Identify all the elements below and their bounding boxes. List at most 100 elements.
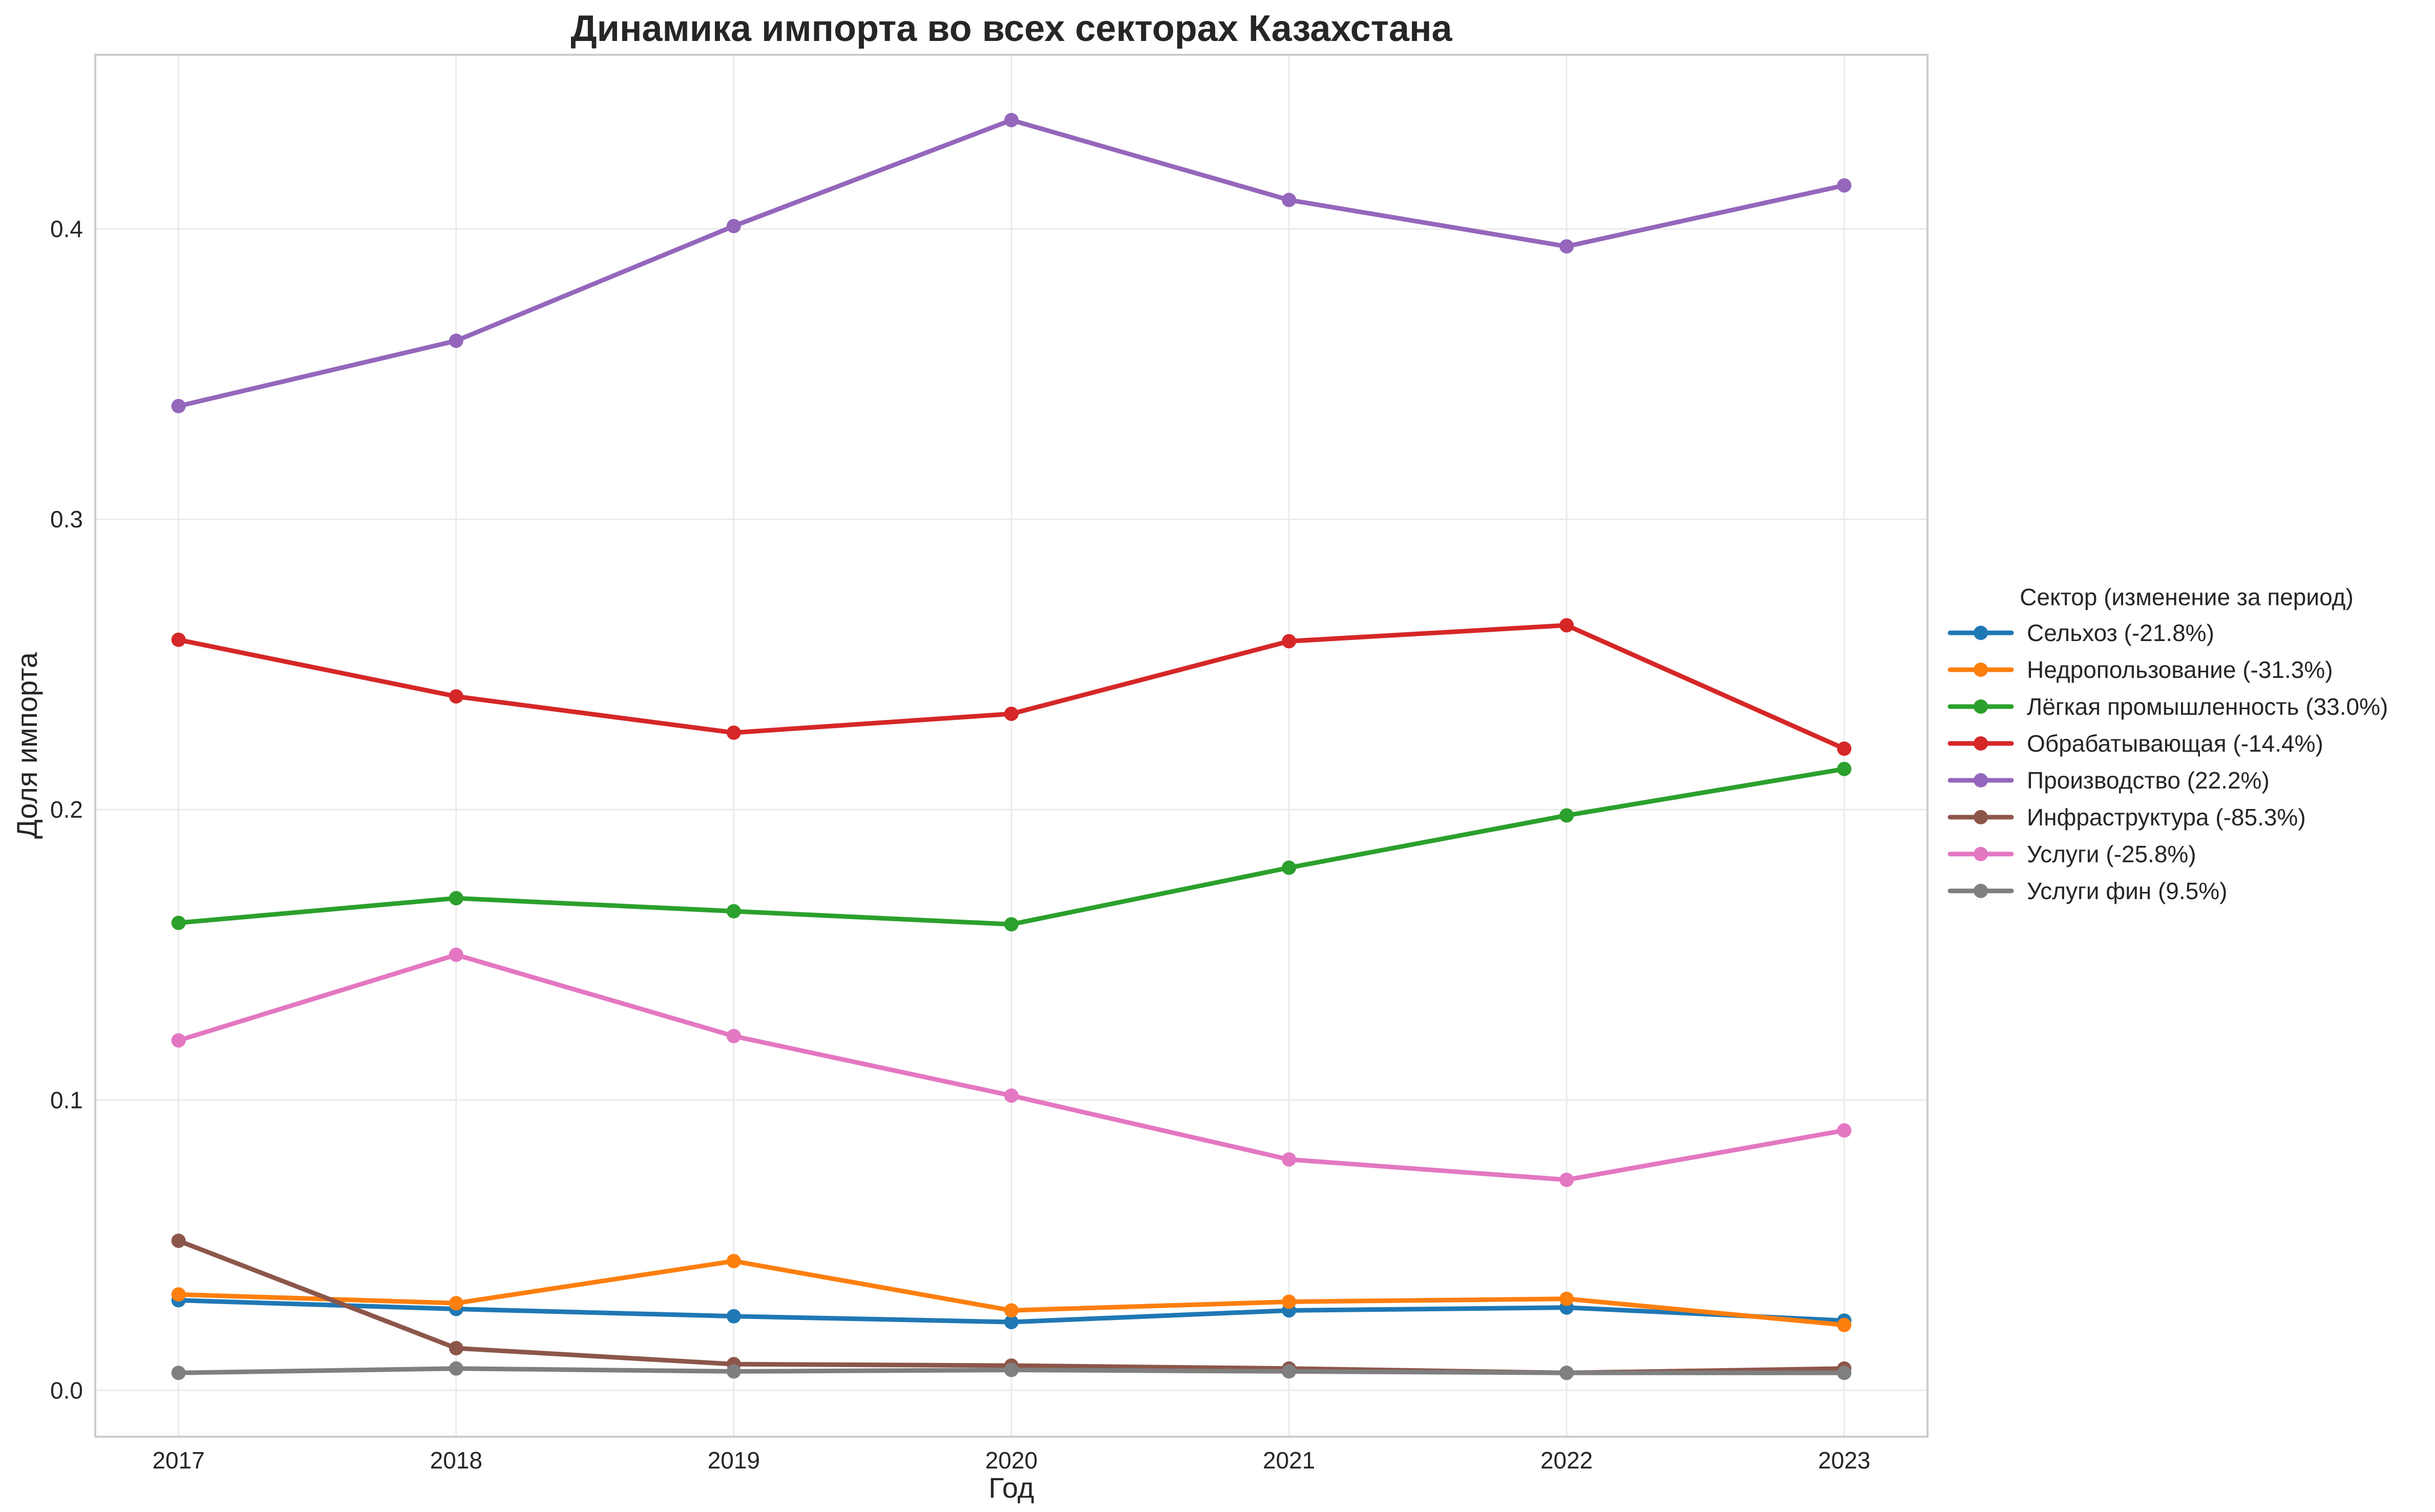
data-point bbox=[449, 1296, 463, 1311]
data-point bbox=[171, 1366, 186, 1380]
legend-label: Обрабатывающая (-14.4%) bbox=[2027, 730, 2323, 757]
data-point bbox=[1004, 1088, 1019, 1103]
series-4 bbox=[171, 113, 1852, 414]
data-point bbox=[1837, 761, 1852, 776]
data-point bbox=[1282, 193, 1297, 207]
legend-label: Лёгкая промышленность (33.0%) bbox=[2027, 693, 2388, 720]
legend-marker bbox=[1974, 847, 1988, 861]
data-point bbox=[171, 1287, 186, 1302]
data-point bbox=[449, 1341, 463, 1356]
legend-marker bbox=[1974, 626, 1988, 640]
plot-frame bbox=[94, 54, 1929, 1438]
series-3 bbox=[171, 618, 1852, 756]
legend-marker bbox=[1974, 884, 1988, 898]
x-tick-label: 2021 bbox=[1263, 1447, 1315, 1474]
data-point bbox=[1837, 1123, 1852, 1138]
legend-marker bbox=[1974, 699, 1988, 714]
legend-label: Сельхоз (-21.8%) bbox=[2027, 620, 2214, 646]
y-tick-label: 0.0 bbox=[50, 1377, 83, 1403]
x-axis-ticks: 2017 2018 2019 2020 2021 2022 2023 bbox=[152, 1447, 1870, 1474]
x-tick-label: 2017 bbox=[152, 1447, 204, 1474]
data-point bbox=[171, 1033, 186, 1048]
legend-label: Услуги фин (9.5%) bbox=[2027, 878, 2227, 904]
data-point bbox=[171, 1233, 186, 1248]
data-point bbox=[449, 333, 463, 348]
legend-label: Инфраструктура (-85.3%) bbox=[2027, 804, 2306, 830]
data-point bbox=[1282, 1294, 1297, 1309]
legend-item: Услуги (-25.8%) bbox=[1947, 841, 2196, 867]
data-point bbox=[726, 219, 741, 233]
series-7 bbox=[171, 1361, 1852, 1380]
data-point bbox=[1282, 1152, 1297, 1167]
legend-marker bbox=[1974, 810, 1988, 824]
legend-label: Услуги (-25.8%) bbox=[2027, 841, 2196, 867]
data-point bbox=[1004, 1362, 1019, 1377]
legend-item: Недропользование (-31.3%) bbox=[1947, 656, 2333, 683]
series-6 bbox=[171, 947, 1852, 1187]
legend-label: Производство (22.2%) bbox=[2027, 767, 2270, 794]
data-point bbox=[726, 725, 741, 740]
data-point bbox=[171, 915, 186, 930]
legend-marker bbox=[1974, 773, 1988, 787]
data-point bbox=[1837, 178, 1852, 193]
data-point bbox=[1559, 808, 1574, 823]
y-tick-label: 0.1 bbox=[50, 1087, 83, 1113]
y-axis-ticks: 0.0 0.1 0.2 0.3 0.4 bbox=[50, 216, 83, 1403]
legend-item: Обрабатывающая (-14.4%) bbox=[1947, 730, 2323, 757]
series-1 bbox=[171, 1253, 1852, 1332]
data-point bbox=[726, 904, 741, 919]
data-point bbox=[1837, 1317, 1852, 1332]
data-point bbox=[171, 399, 186, 414]
x-axis-label: Год bbox=[988, 1472, 1034, 1504]
data-point bbox=[1837, 741, 1852, 756]
legend-item: Лёгкая промышленность (33.0%) bbox=[1947, 693, 2388, 720]
data-point bbox=[1559, 1173, 1574, 1187]
data-point bbox=[1004, 707, 1019, 721]
data-point bbox=[1004, 113, 1019, 127]
data-point bbox=[726, 1364, 741, 1379]
data-point bbox=[726, 1029, 741, 1044]
y-tick-label: 0.4 bbox=[50, 216, 83, 242]
series-layer bbox=[171, 113, 1852, 1380]
data-point bbox=[449, 891, 463, 906]
legend-label: Недропользование (-31.3%) bbox=[2027, 656, 2333, 683]
data-point bbox=[1282, 634, 1297, 649]
data-point bbox=[171, 632, 186, 647]
data-point bbox=[1282, 860, 1297, 875]
legend-item: Производство (22.2%) bbox=[1947, 767, 2270, 794]
legend-item: Сельхоз (-21.8%) bbox=[1947, 620, 2214, 646]
y-tick-label: 0.2 bbox=[50, 796, 83, 823]
legend-item: Услуги фин (9.5%) bbox=[1947, 878, 2227, 904]
legend-item: Инфраструктура (-85.3%) bbox=[1947, 804, 2306, 830]
grid bbox=[95, 55, 1928, 1437]
chart-title: Динамика импорта во всех секторах Казахс… bbox=[570, 8, 1452, 49]
data-point bbox=[1559, 618, 1574, 633]
data-point bbox=[1004, 1315, 1019, 1330]
data-point bbox=[726, 1309, 741, 1324]
x-tick-label: 2022 bbox=[1540, 1447, 1593, 1474]
legend-marker bbox=[1974, 736, 1988, 751]
y-axis-label: Доля импорта bbox=[11, 652, 43, 839]
data-point bbox=[1004, 1303, 1019, 1318]
x-tick-label: 2020 bbox=[985, 1447, 1037, 1474]
data-point bbox=[1004, 917, 1019, 932]
data-point bbox=[1282, 1364, 1297, 1379]
data-point bbox=[449, 947, 463, 962]
legend-title: Сектор (изменение за период) bbox=[2020, 584, 2354, 610]
data-point bbox=[1559, 1291, 1574, 1306]
x-tick-label: 2018 bbox=[430, 1447, 482, 1474]
legend-marker bbox=[1974, 663, 1988, 677]
data-point bbox=[726, 1253, 741, 1268]
data-point bbox=[1837, 1366, 1852, 1380]
data-point bbox=[449, 689, 463, 704]
data-point bbox=[1559, 1366, 1574, 1380]
x-tick-label: 2019 bbox=[708, 1447, 760, 1474]
series-2 bbox=[171, 761, 1852, 932]
data-point bbox=[449, 1361, 463, 1376]
data-point bbox=[1559, 239, 1574, 254]
y-tick-label: 0.3 bbox=[50, 506, 83, 533]
legend: Сектор (изменение за период) Сельхоз (-2… bbox=[1947, 584, 2388, 904]
x-tick-label: 2023 bbox=[1818, 1447, 1870, 1474]
